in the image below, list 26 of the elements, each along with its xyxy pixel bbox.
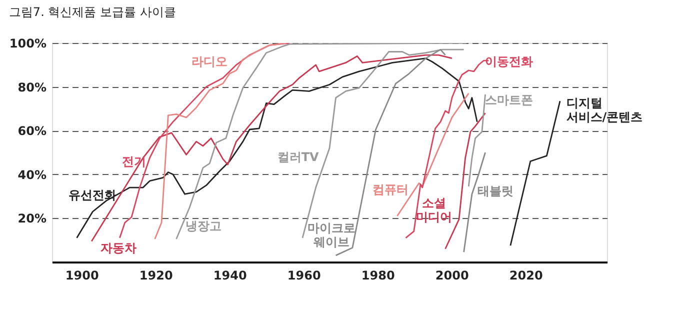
series-label: 라디오 [191,54,228,69]
x-tick-label: 1980 [361,268,395,282]
series-label: 태블릿 [477,184,514,198]
y-tick-label: 60% [18,124,46,138]
chart-title: 그림7. 혁신제품 보급률 사이클 [8,5,176,19]
series-label: 냉장고 [186,218,222,233]
y-tick-label: 20% [18,212,46,226]
y-tick-label: 80% [18,80,46,94]
x-tick-label: 1940 [213,268,247,282]
y-tick-label: 40% [18,168,46,182]
series-label: 스마트폰 [484,92,533,107]
x-tick-label: 2000 [435,268,469,282]
line-series [468,94,486,188]
x-tick-label: 2020 [509,268,543,282]
series-label: 유선전화 [68,188,117,202]
series-label: 컴퓨터 [372,182,409,197]
series-label: 디지털 서비스/콘텐츠 [566,96,643,124]
series-label: 컬러TV [277,150,320,164]
y-tick-label: 100% [9,36,46,50]
series-label: 자동차 [100,240,137,255]
x-tick-label: 1900 [65,268,99,282]
series-label: 마이크로 웨이브 [307,221,356,250]
series-label: 소셜 미디어 [416,196,452,224]
x-tick-label: 1960 [287,268,321,282]
series-label: 이동전화 [484,54,533,69]
x-tick-label: 1920 [139,268,173,282]
